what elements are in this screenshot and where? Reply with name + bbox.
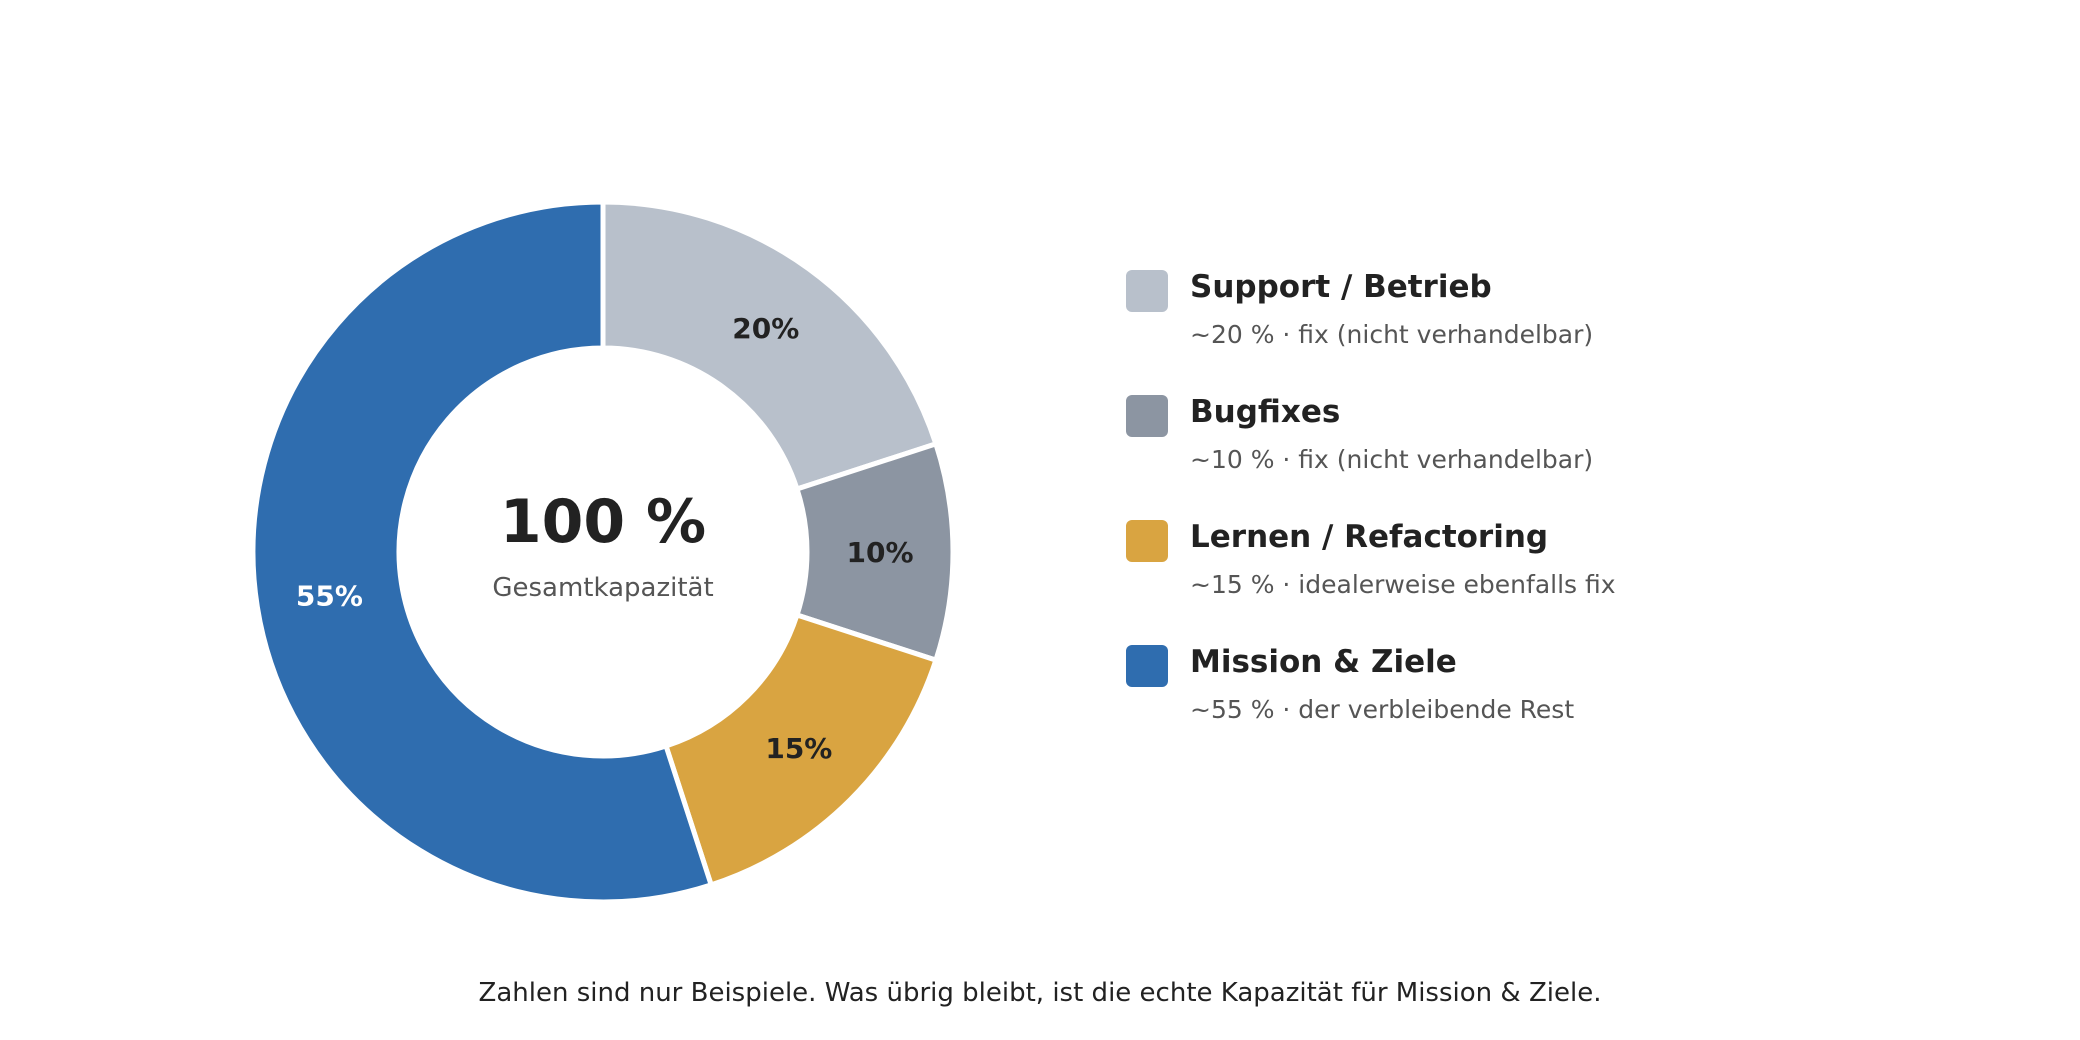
legend-swatch-bugfixes <box>1126 395 1168 437</box>
legend-description: ~55 % · der verbleibende Rest <box>1190 695 1575 724</box>
footnote: Zahlen sind nur Beispiele. Was übrig ble… <box>478 978 1602 1008</box>
donut-slices <box>250 199 956 905</box>
center-total-value: 100 % <box>500 487 706 557</box>
legend-swatch-mission <box>1126 645 1168 687</box>
legend-title: Lernen / Refactoring <box>1190 519 1549 555</box>
slice-mission <box>250 199 714 905</box>
legend-swatch-support <box>1126 270 1168 312</box>
legend-title: Bugfixes <box>1190 394 1341 430</box>
slice-mission-label: 55% <box>296 579 363 612</box>
legend-item-mission: Mission & Ziele ~55 % · der verbleibende… <box>1126 641 1826 766</box>
donut-slice-labels: 20% 10% 15% 55% <box>296 312 914 765</box>
legend: Support / Betrieb ~20 % · fix (nicht ver… <box>1126 266 1826 766</box>
slice-support-label: 20% <box>732 312 799 345</box>
legend-swatch-learning <box>1126 520 1168 562</box>
legend-title: Mission & Ziele <box>1190 644 1457 680</box>
legend-item-support: Support / Betrieb ~20 % · fix (nicht ver… <box>1126 266 1826 391</box>
center-caption: Gesamtkapazität <box>492 573 713 603</box>
slice-learning <box>663 612 939 888</box>
legend-title: Support / Betrieb <box>1190 269 1492 305</box>
legend-description: ~10 % · fix (nicht verhandelbar) <box>1190 445 1594 474</box>
legend-item-bugfixes: Bugfixes ~10 % · fix (nicht verhandelbar… <box>1126 391 1826 516</box>
legend-description: ~20 % · fix (nicht verhandelbar) <box>1190 320 1594 349</box>
slice-learning-label: 15% <box>765 732 832 765</box>
slice-bugfixes-label: 10% <box>846 536 913 569</box>
slice-support <box>600 199 939 492</box>
legend-description: ~15 % · idealerweise ebenfalls fix <box>1190 570 1616 599</box>
legend-item-learning: Lernen / Refactoring ~15 % · idealerweis… <box>1126 516 1826 641</box>
